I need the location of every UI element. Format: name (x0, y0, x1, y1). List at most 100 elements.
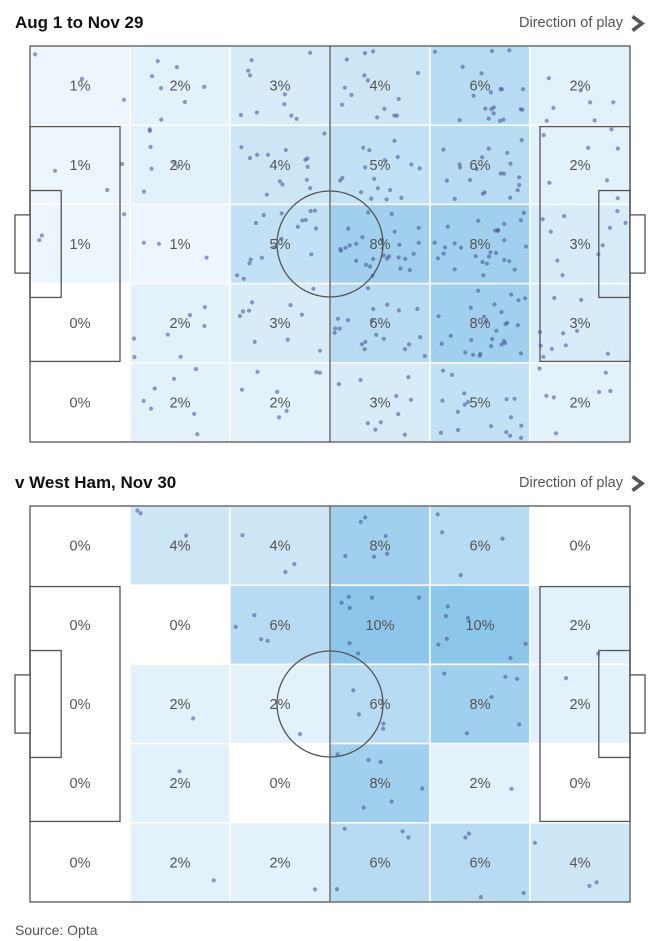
zone-cell (529, 505, 631, 586)
direction-arrow-icon (631, 14, 645, 32)
touch-dot (541, 354, 546, 359)
touch-dot (282, 102, 287, 107)
touch-dot (562, 214, 567, 219)
touch-dot (444, 636, 449, 641)
zone-cell (329, 362, 431, 443)
touch-dot (195, 432, 200, 437)
touch-dot (500, 536, 505, 541)
zone-cell (29, 362, 131, 443)
touch-dot (463, 350, 468, 355)
touch-dot (603, 370, 608, 375)
touch-dot (384, 197, 389, 202)
touch-dot (332, 330, 337, 335)
touch-dot (297, 732, 303, 737)
touch-dot (515, 188, 520, 193)
touch-dot (486, 116, 491, 121)
touch-dot (501, 171, 506, 176)
touch-dot (502, 238, 507, 243)
touch-dot (211, 878, 216, 883)
touch-dot (494, 250, 499, 256)
touch-dot (381, 253, 386, 258)
touch-dot (474, 166, 479, 172)
touch-dot (563, 676, 569, 681)
zone-percentage-label: 4% (170, 539, 191, 555)
season-touch-map: Aug 1 to Nov 29 Direction of play 1% 2% 3%… (0, 0, 660, 446)
touch-dot (371, 306, 376, 312)
zone-cell (29, 742, 131, 824)
touch-dot (150, 74, 155, 79)
touch-dot (551, 105, 556, 110)
zone-percentage-label: 1% (70, 158, 91, 174)
touch-dots (33, 48, 628, 440)
zone-cell (229, 505, 331, 586)
touch-dot (171, 376, 177, 381)
zone-percentage-label: 6% (370, 855, 391, 871)
touch-dot (517, 175, 522, 180)
touch-dot (457, 118, 462, 123)
touch-dot (503, 321, 508, 327)
pitch-heatmap: 0% 4% 4% 8% 6% 0% 0% 0% 6% 10% 10% 2% 0% 2% 2% 6% 8% 2% 0%… (14, 505, 646, 903)
touch-dot (432, 49, 437, 54)
touch-dot (505, 150, 510, 155)
touch-dot (552, 295, 557, 301)
touch-dot (517, 722, 522, 727)
zone-cell (529, 742, 631, 824)
zone-percentage-label: 8% (470, 697, 491, 713)
touch-dot (309, 252, 314, 257)
touch-dot (406, 835, 411, 840)
touch-dot (394, 393, 399, 399)
zone-cell (129, 742, 231, 824)
touch-dot (369, 196, 374, 201)
touch-dot (523, 641, 528, 646)
touch-dot (517, 182, 522, 188)
touch-dot (515, 323, 520, 328)
goal-right (629, 674, 646, 734)
touch-dot (333, 326, 338, 331)
center-circle (276, 650, 384, 758)
zone-percentage-label: 2% (270, 855, 291, 871)
zone-percentage-label: 8% (370, 237, 391, 253)
touch-dot (155, 59, 160, 64)
touch-dot (344, 57, 349, 62)
touch-dot (312, 887, 318, 892)
touch-dot (141, 240, 146, 245)
zone-percentage-label: 5% (370, 158, 391, 174)
touch-dot (305, 164, 310, 169)
touch-dot (359, 342, 364, 347)
touch-dot (560, 273, 565, 278)
touch-dot (354, 241, 359, 246)
touch-dot (398, 266, 403, 271)
touch-dot (363, 165, 368, 170)
touch-dot (250, 300, 255, 305)
zone-percentage-label: 1% (170, 237, 191, 253)
touch-dot (275, 389, 280, 394)
touch-dot (440, 398, 445, 403)
touch-dot (105, 187, 110, 193)
zone-percentage-label: 4% (270, 158, 291, 174)
chart-title: v West Ham, Nov 30 (15, 473, 177, 492)
touch-dot (489, 695, 494, 700)
touch-dot (458, 245, 464, 250)
zone-percentage-label: 2% (170, 697, 191, 713)
zone-percentage-label: 2% (470, 776, 491, 792)
touch-dot (445, 604, 450, 609)
touch-dot (416, 240, 421, 245)
touch-dot (483, 106, 488, 111)
touch-dot (555, 258, 560, 263)
touch-dot (385, 551, 390, 556)
touch-dot (508, 161, 513, 166)
touch-dot (471, 93, 476, 98)
touch-dot (480, 155, 485, 160)
touch-dot (547, 180, 552, 185)
touch-dot (415, 70, 421, 76)
touch-dot (37, 238, 42, 243)
zone-percentage-label: 6% (370, 316, 391, 332)
touch-dot (615, 209, 620, 214)
touch-dot (554, 431, 559, 436)
touch-dot (363, 262, 369, 267)
touch-dot (369, 318, 375, 323)
touch-dot (373, 427, 378, 432)
touch-dot (312, 208, 318, 213)
zone-cell (529, 663, 631, 745)
zone-percentage-label: 1% (70, 79, 91, 95)
